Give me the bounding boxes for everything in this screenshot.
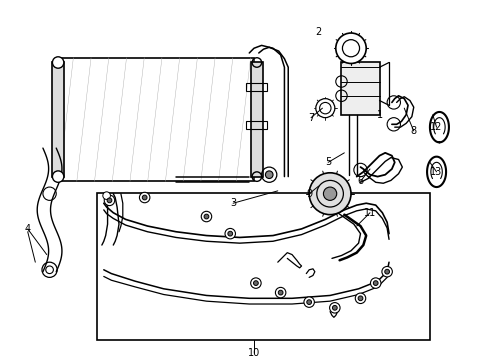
- Text: 3: 3: [229, 198, 236, 208]
- Circle shape: [142, 195, 147, 200]
- Circle shape: [253, 281, 258, 285]
- Circle shape: [372, 281, 377, 285]
- Bar: [59, 58, 253, 181]
- Circle shape: [52, 171, 64, 182]
- Text: 4: 4: [24, 224, 31, 234]
- Circle shape: [265, 171, 272, 179]
- Text: 1: 1: [376, 110, 382, 120]
- Text: 6: 6: [357, 176, 363, 186]
- Bar: [341, 63, 379, 115]
- Circle shape: [332, 305, 337, 310]
- Text: 5: 5: [325, 157, 331, 167]
- Circle shape: [102, 192, 110, 199]
- Circle shape: [139, 192, 150, 203]
- Text: 11: 11: [363, 208, 375, 218]
- Circle shape: [315, 99, 334, 118]
- Circle shape: [52, 57, 64, 68]
- Circle shape: [308, 173, 350, 215]
- Circle shape: [227, 231, 232, 236]
- Circle shape: [329, 303, 339, 313]
- Circle shape: [370, 278, 380, 288]
- Circle shape: [355, 293, 365, 303]
- Circle shape: [203, 214, 208, 219]
- Circle shape: [384, 269, 389, 274]
- Text: 13: 13: [429, 167, 442, 177]
- Bar: [246, 84, 267, 91]
- Bar: [246, 121, 267, 129]
- Bar: [97, 193, 429, 340]
- Circle shape: [224, 229, 235, 239]
- Circle shape: [323, 187, 336, 201]
- Circle shape: [104, 195, 115, 206]
- Bar: [251, 63, 262, 177]
- Circle shape: [335, 33, 366, 63]
- Circle shape: [381, 266, 391, 277]
- Bar: [52, 63, 64, 177]
- Circle shape: [250, 278, 261, 288]
- Circle shape: [278, 290, 283, 295]
- Text: 12: 12: [429, 122, 442, 132]
- Text: 2: 2: [315, 27, 321, 37]
- Circle shape: [107, 198, 112, 203]
- Circle shape: [304, 297, 314, 307]
- Text: 9: 9: [305, 189, 311, 199]
- Text: 7: 7: [307, 113, 314, 123]
- Circle shape: [201, 211, 211, 222]
- Circle shape: [306, 300, 311, 305]
- Text: 8: 8: [410, 126, 416, 136]
- Circle shape: [357, 296, 362, 301]
- Text: 10: 10: [247, 348, 260, 359]
- Circle shape: [275, 287, 285, 298]
